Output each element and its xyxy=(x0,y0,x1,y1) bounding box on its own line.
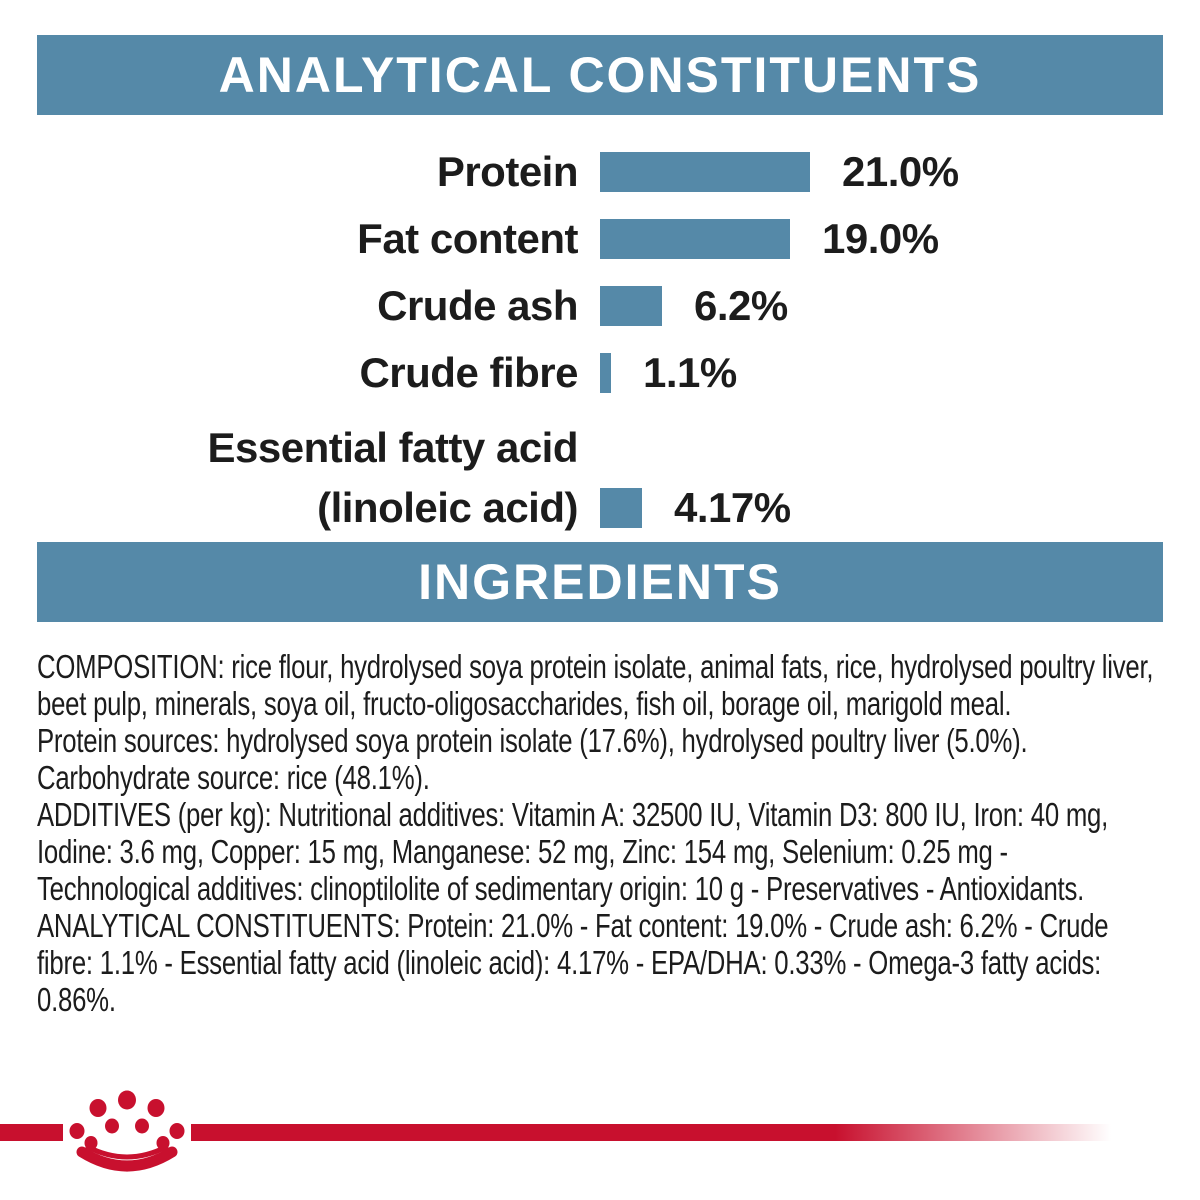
analytical-constituents-header: ANALYTICAL CONSTITUENTS xyxy=(37,35,1163,115)
composition-paragraph: COMPOSITION: rice flour, hydrolysed soya… xyxy=(37,648,1154,722)
brand-red-line-right xyxy=(191,1124,1111,1141)
chart-category-line: Protein xyxy=(436,148,579,195)
chart-row: Crude fibre 1.1% xyxy=(0,349,1200,396)
chart-category-line: Essential fatty acid xyxy=(207,424,579,471)
chart-value-label: 19.0% xyxy=(822,215,939,262)
chart-category-label: Essential fatty acid (linoleic acid) xyxy=(0,418,579,538)
chart-bar xyxy=(600,353,611,393)
protein-sources-paragraph: Protein sources: hydrolysed soya protein… xyxy=(37,722,1028,759)
ingredients-text-block: COMPOSITION: rice flour, hydrolysed soya… xyxy=(37,648,1163,1018)
chart-category-label: Fat content xyxy=(0,217,578,261)
chart-value-label: 6.2% xyxy=(694,282,788,329)
chart-bar xyxy=(600,488,642,528)
chart-value-label: 4.17% xyxy=(674,484,791,531)
chart-bar xyxy=(600,152,810,192)
chart-row: Fat content 19.0% xyxy=(0,215,1200,262)
chart-row: Crude ash 6.2% xyxy=(0,282,1200,329)
chart-category-label: Protein xyxy=(0,148,579,195)
analytical-constituents-title: ANALYTICAL CONSTITUENTS xyxy=(218,47,982,103)
additives-paragraph: ADDITIVES (per kg): Nutritional additive… xyxy=(37,796,1109,907)
ingredients-title: INGREDIENTS xyxy=(418,554,782,610)
royal-canin-crown-icon xyxy=(69,1090,185,1172)
chart-bar xyxy=(600,286,662,326)
analytical-constituents-paragraph: ANALYTICAL CONSTITUENTS: Protein: 21.0% … xyxy=(37,907,1109,1018)
chart-row: Protein 21.0% xyxy=(0,148,1200,195)
chart-category-line: Crude ash xyxy=(377,282,578,329)
chart-value-label: 21.0% xyxy=(842,148,959,195)
chart-value-label: 1.1% xyxy=(643,349,737,396)
chart-row: Essential fatty acid (linoleic acid) 4.17% xyxy=(0,418,1200,538)
chart-category-line: Fat content xyxy=(357,215,578,262)
brand-red-line-left xyxy=(0,1124,63,1141)
ingredients-header: INGREDIENTS xyxy=(37,542,1163,622)
chart-category-label: Crude ash xyxy=(0,284,578,328)
analytical-chart: Protein 21.0% Fat content 19.0% Crude ash 6.2… xyxy=(0,148,1200,538)
carbohydrate-source-paragraph: Carbohydrate source: rice (48.1%). xyxy=(37,759,430,796)
chart-category-line: (linoleic acid) xyxy=(317,484,578,531)
chart-category-line: Crude fibre xyxy=(359,349,578,396)
chart-category-label: Crude fibre xyxy=(0,351,578,395)
chart-bar xyxy=(600,219,790,259)
